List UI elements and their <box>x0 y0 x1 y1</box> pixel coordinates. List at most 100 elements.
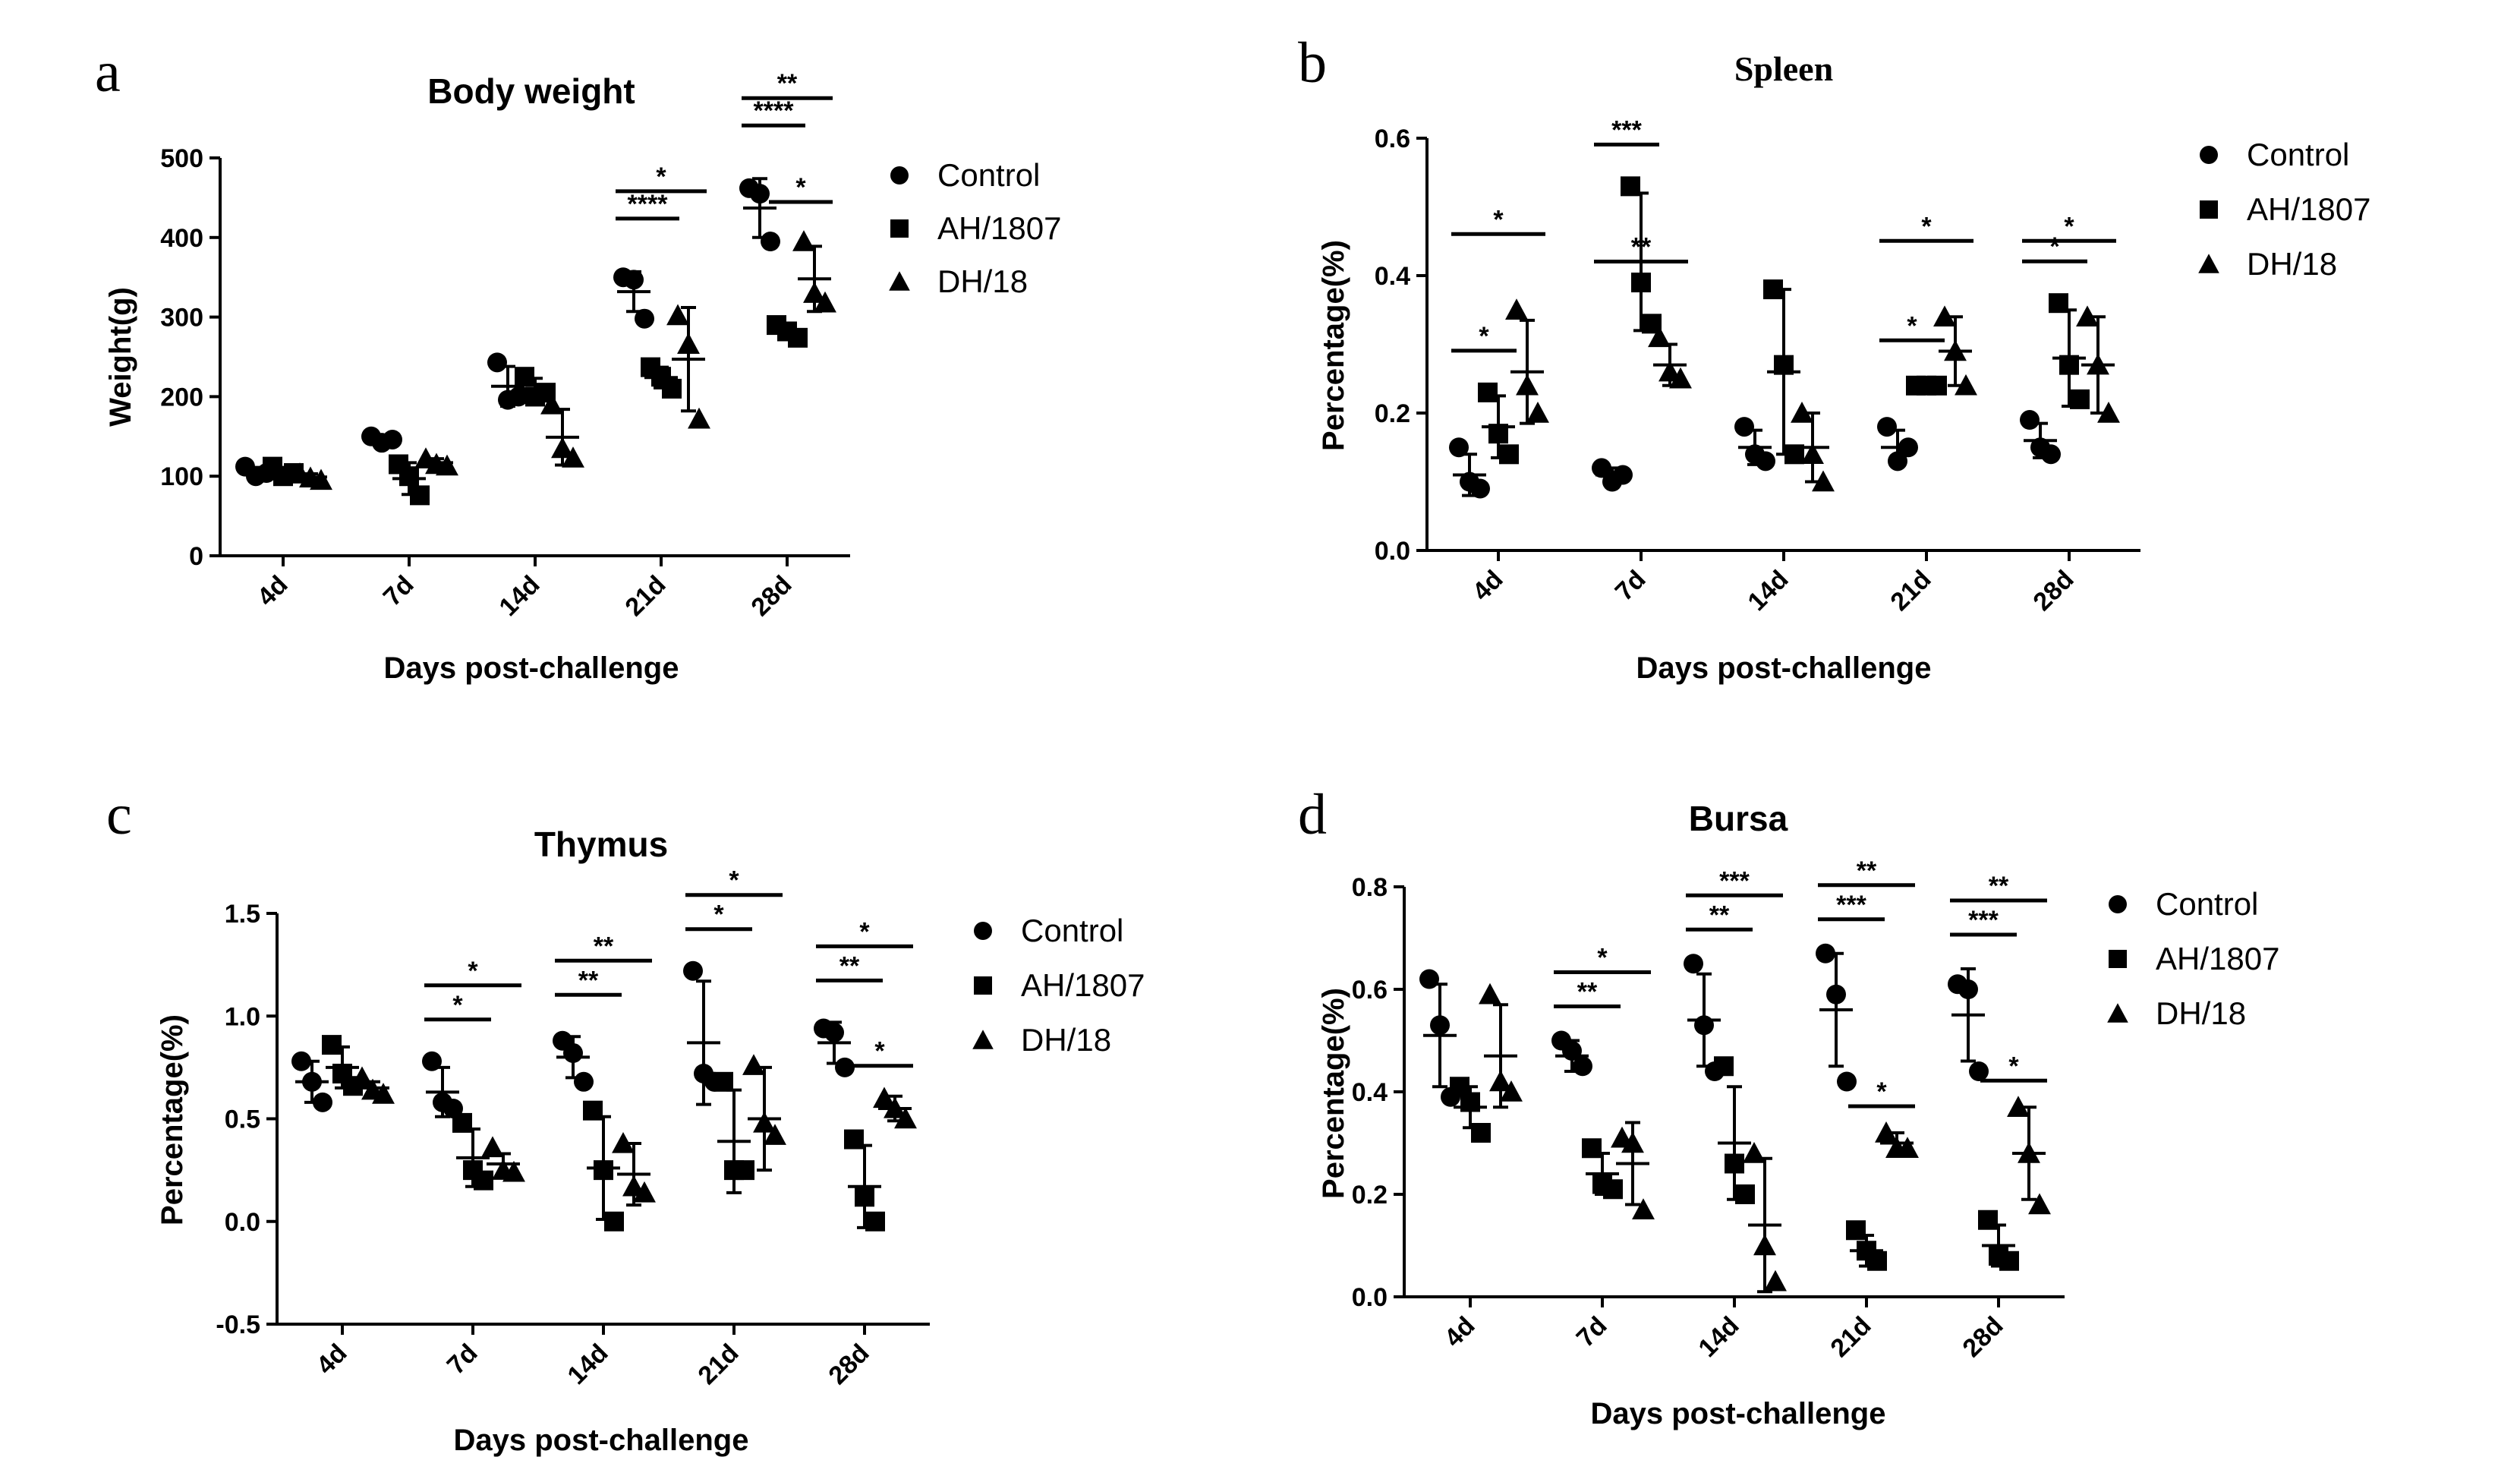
legend-marker <box>889 271 910 291</box>
data-point <box>1621 176 1640 197</box>
data-point <box>1478 382 1498 402</box>
data-point <box>750 184 770 204</box>
data-point <box>399 466 419 487</box>
significance-label: * <box>859 917 870 946</box>
data-point <box>761 232 780 252</box>
legend-label: AH/1807 <box>2247 191 2370 227</box>
significance-label: * <box>2049 232 2060 261</box>
data-point <box>1955 374 1977 396</box>
data-point <box>310 468 332 490</box>
legend-marker <box>890 166 909 184</box>
data-point <box>753 1111 776 1133</box>
significance-label: * <box>874 1037 885 1066</box>
significance-label: * <box>1479 322 1489 351</box>
data-point <box>1743 1142 1766 1163</box>
data-point <box>855 1187 874 1207</box>
data-point <box>635 308 654 329</box>
x-tick-label: 7d <box>1610 565 1652 607</box>
significance-label: ** <box>578 966 599 995</box>
data-point <box>583 1100 603 1121</box>
data-point <box>764 1124 786 1145</box>
series-dh-18 <box>1479 982 2051 1294</box>
data-point <box>2018 1142 2040 1163</box>
significance-label: ** <box>1709 900 1730 929</box>
data-point <box>1714 1056 1734 1077</box>
data-point <box>1526 402 1549 423</box>
data-point <box>2059 355 2079 375</box>
y-tick-label: 0.8 <box>1352 873 1388 902</box>
significance-label: **** <box>754 96 795 125</box>
legend-label: AH/1807 <box>1021 967 1145 1003</box>
data-point <box>2076 305 2099 327</box>
data-point <box>2097 402 2120 423</box>
significance-label: *** <box>1836 891 1866 919</box>
y-tick-label: 200 <box>160 383 203 412</box>
data-point <box>1927 375 1947 396</box>
x-tick-label: 28d <box>2027 565 2079 617</box>
data-point <box>383 429 402 449</box>
x-tick-label: 28d <box>1957 1311 2008 1363</box>
data-point <box>873 1086 896 1109</box>
data-point <box>515 367 534 387</box>
y-tick-label: 100 <box>160 462 203 491</box>
significance-label: * <box>1907 311 1917 340</box>
data-point <box>666 304 689 326</box>
x-tick-label: 14d <box>562 1339 613 1390</box>
y-tick-label: 0.2 <box>1352 1181 1388 1210</box>
data-point <box>1734 417 1754 437</box>
panel-b: b Spleen Days post-challenge Percentage(… <box>1298 31 2370 685</box>
data-point <box>1978 1210 1998 1230</box>
data-point <box>1500 1080 1523 1102</box>
data-point <box>713 1071 733 1092</box>
significance-label: ** <box>594 932 614 960</box>
x-tick-label: 4d <box>1467 565 1509 607</box>
series-ah-1807 <box>322 1035 885 1232</box>
data-point <box>452 1112 472 1133</box>
y-tick-label: 500 <box>160 144 203 173</box>
legend-marker <box>972 1030 994 1049</box>
data-point <box>1867 1250 1887 1271</box>
legend-label: AH/1807 <box>937 210 1061 246</box>
data-point <box>2041 444 2061 465</box>
panel-d: d Bursa Days post-challenge Percentage(%… <box>1298 783 2279 1430</box>
data-point <box>865 1211 885 1232</box>
data-point <box>1499 444 1519 465</box>
panel-a: a Body weight Days post-challenge Weight… <box>95 40 1061 685</box>
data-point <box>2028 1193 2051 1215</box>
significance-label: ** <box>1631 232 1652 261</box>
panel-c: c Thymus Days post-challenge Percentage(… <box>106 783 1145 1457</box>
data-point <box>735 1160 754 1181</box>
panel-letter: a <box>95 40 121 104</box>
data-point <box>1816 943 1835 964</box>
significance-label: * <box>1876 1077 1887 1106</box>
x-axis-label: Days post-challenge <box>453 1424 748 1457</box>
data-point <box>422 1051 442 1071</box>
data-point <box>1471 1123 1491 1143</box>
data-point <box>1801 443 1824 465</box>
x-tick-label: 7d <box>1571 1311 1613 1353</box>
x-tick-label: 7d <box>378 570 420 612</box>
data-point <box>1460 1092 1480 1112</box>
data-point <box>824 1022 844 1042</box>
y-tick-label: 0.5 <box>225 1105 260 1134</box>
significance-label: * <box>713 900 724 929</box>
legend-label: DH/18 <box>2156 995 2246 1031</box>
data-point <box>1489 1070 1512 1092</box>
data-point <box>1898 437 1918 458</box>
data-point <box>322 1035 342 1055</box>
data-point <box>1669 367 1692 389</box>
data-point <box>1621 1131 1644 1153</box>
legend: Control AH/1807 DH/18 <box>2198 137 2370 282</box>
legend-label: AH/1807 <box>2156 941 2279 976</box>
data-point <box>894 1107 917 1129</box>
data-point <box>1896 1137 1919 1158</box>
significance-label: **** <box>628 190 669 219</box>
data-point <box>1888 451 1907 472</box>
legend-marker <box>2200 146 2218 164</box>
significance-label: *** <box>1719 866 1750 895</box>
legend: Control AH/1807 DH/18 <box>972 913 1145 1058</box>
data-point <box>1763 279 1783 300</box>
x-tick-label: 4d <box>1439 1311 1481 1353</box>
x-tick-label: 21d <box>619 570 671 622</box>
